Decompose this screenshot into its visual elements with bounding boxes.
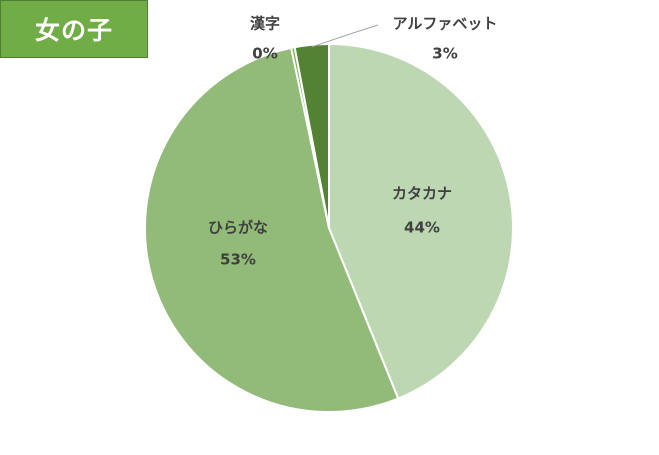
leader-line xyxy=(311,24,379,48)
slice-category-label: ひらがな xyxy=(208,219,268,237)
data-labels: カタカナ 44% ひらがな 53% 漢字 0% アルファベット 3% xyxy=(208,15,497,269)
pie-slice xyxy=(144,46,400,413)
slice-value-label: 53% xyxy=(220,251,256,269)
slice-value-label: 3% xyxy=(432,45,457,63)
chart-title-badge: 女の子 xyxy=(0,0,148,58)
chart-title: 女の子 xyxy=(34,16,113,45)
pie-slice xyxy=(293,43,330,229)
slice-value-label: 0% xyxy=(252,45,277,63)
slice-category-label: カタカナ xyxy=(392,185,452,203)
pie-slice xyxy=(328,43,514,400)
slice-value-label: 44% xyxy=(404,219,440,237)
slice-category-label: アルファベット xyxy=(393,15,498,33)
pie-slices xyxy=(144,43,514,413)
slice-category-label: 漢字 xyxy=(250,15,280,33)
